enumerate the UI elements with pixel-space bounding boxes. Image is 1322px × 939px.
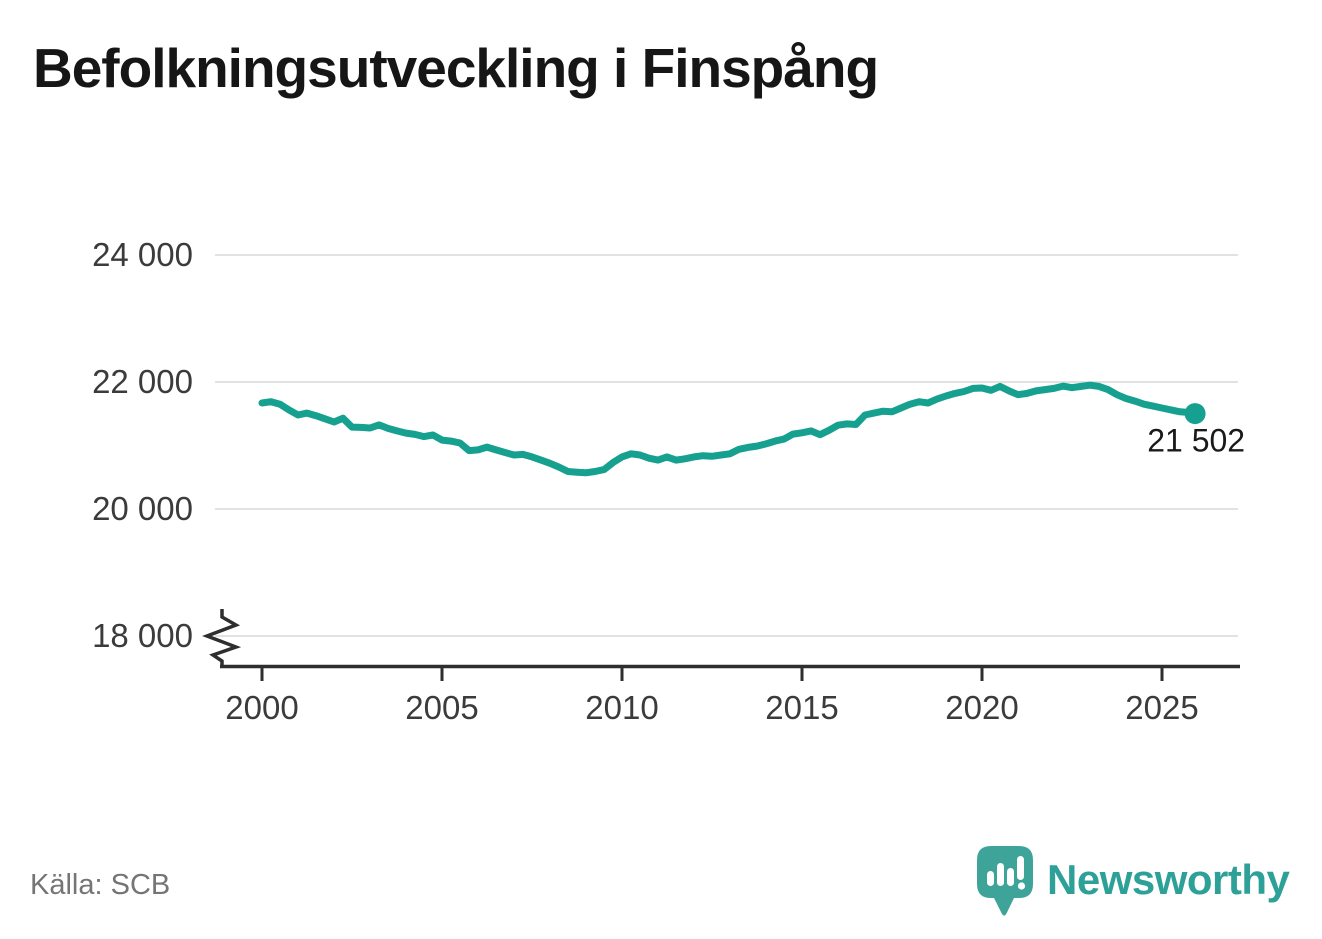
newsworthy-logo-icon xyxy=(977,846,1033,916)
y-tick-label: 20 000 xyxy=(92,490,193,527)
y-tick-label: 18 000 xyxy=(92,617,193,654)
x-tick-label: 2000 xyxy=(225,689,298,726)
x-tick-label: 2015 xyxy=(765,689,838,726)
y-tick-label: 24 000 xyxy=(92,236,193,273)
x-tick-label: 2025 xyxy=(1125,689,1198,726)
newsworthy-logo-text: Newsworthy xyxy=(1047,856,1290,903)
end-value-label: 21 502 xyxy=(1147,423,1245,459)
x-tick-label: 2020 xyxy=(945,689,1018,726)
y-tick-label: 22 000 xyxy=(92,363,193,400)
x-tick-label: 2005 xyxy=(405,689,478,726)
speech-bubble-shape xyxy=(977,846,1033,916)
newsworthy-logo: Newsworthy xyxy=(977,846,1290,918)
end-point-dot xyxy=(1184,403,1206,425)
axis-break-icon xyxy=(202,609,242,666)
population-line xyxy=(258,381,1199,477)
bar-3 xyxy=(1007,868,1014,886)
exclamation-bar xyxy=(1017,856,1024,880)
x-tick-label: 2010 xyxy=(585,689,658,726)
chart-title: Befolkningsutveckling i Finspång xyxy=(33,37,879,99)
exclamation-dot xyxy=(1017,882,1026,890)
bar-2 xyxy=(997,863,1004,886)
source-text: Källa: SCB xyxy=(30,869,171,901)
bar-1 xyxy=(987,871,994,886)
